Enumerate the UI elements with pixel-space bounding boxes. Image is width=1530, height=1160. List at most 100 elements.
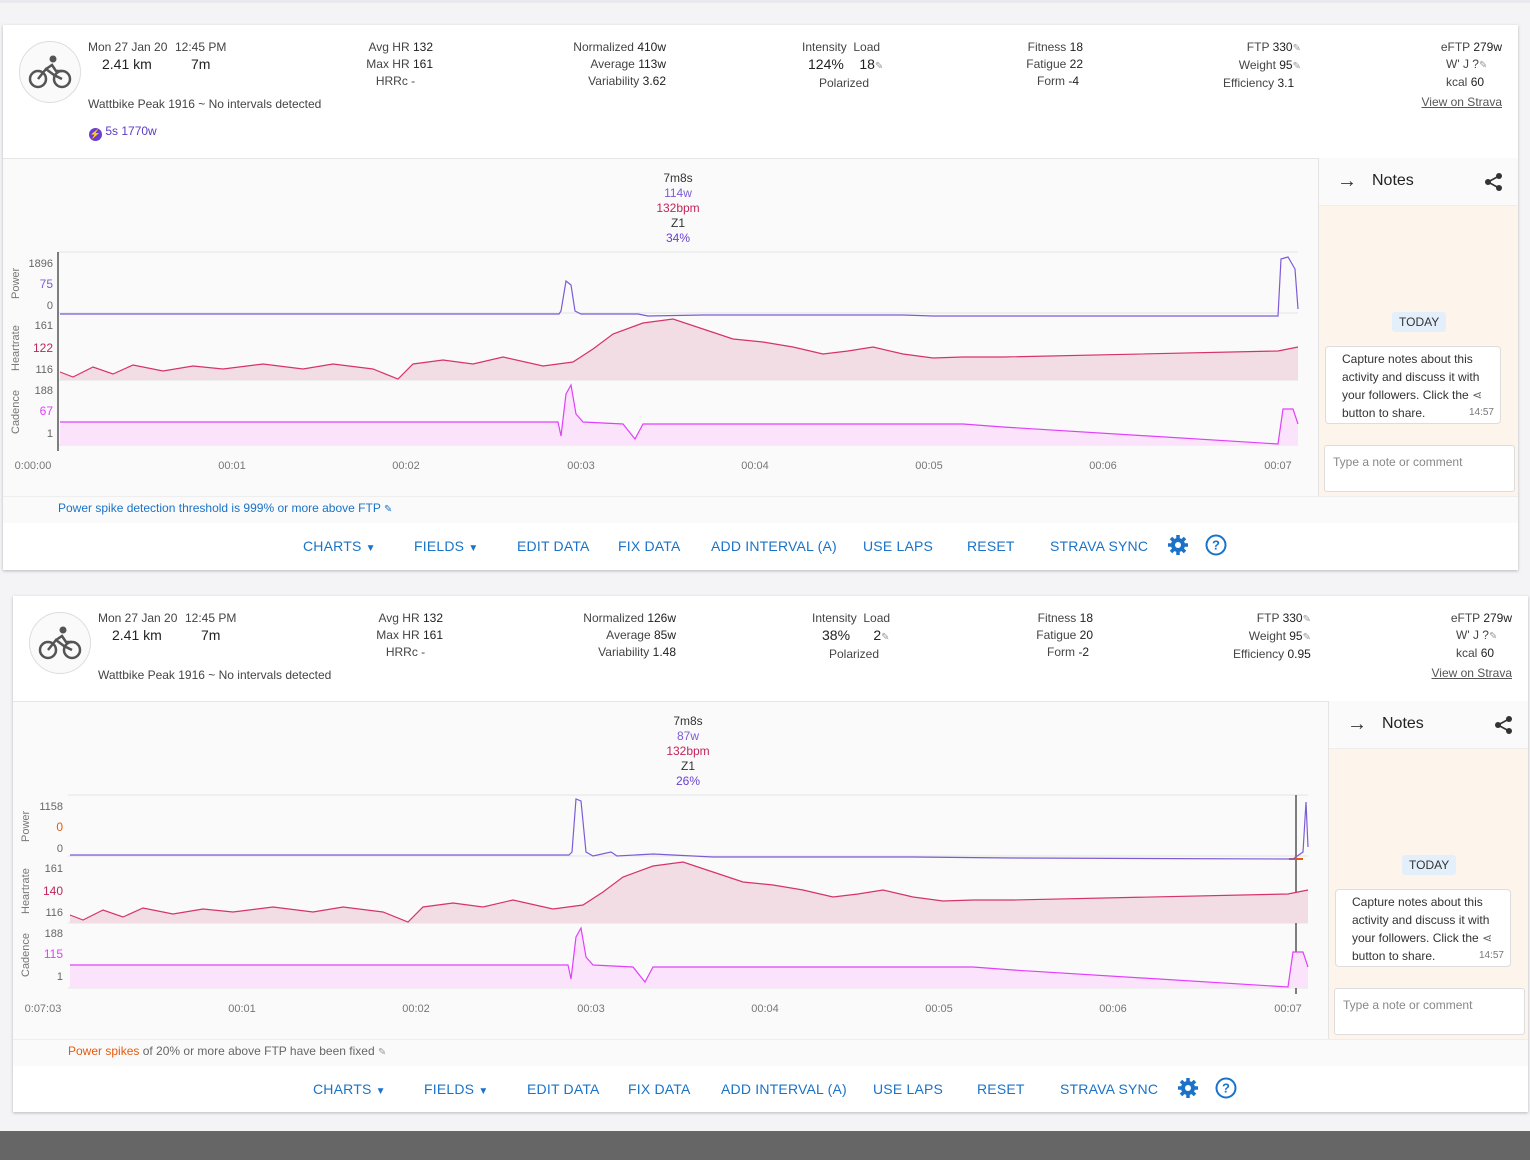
spike-note-rest: of 20% or more above FTP have been fixed bbox=[139, 1044, 375, 1058]
hr-axis-label: Heartrate bbox=[10, 325, 22, 371]
strava-sync-button[interactable]: STRAVA SYNC bbox=[1050, 538, 1149, 554]
peak-badge[interactable]: ⚡ 5s 1770w bbox=[89, 124, 157, 141]
add-interval-button[interactable]: ADD INTERVAL (A) bbox=[711, 538, 837, 554]
use-laps-button[interactable]: USE LAPS bbox=[863, 538, 934, 554]
help-icon[interactable]: ? bbox=[1205, 534, 1227, 556]
notes-bubble-text: Capture notes about this activity and di… bbox=[1342, 352, 1480, 402]
hr-tick-current: 122 bbox=[33, 341, 53, 355]
avg-hr-label: Avg HR bbox=[368, 40, 410, 54]
intensity-label: Intensity bbox=[802, 40, 847, 54]
wprime-value: W' J ? bbox=[1456, 628, 1489, 642]
share-small-icon: ⋖ bbox=[1482, 931, 1493, 945]
view-on-strava-link[interactable]: View on Strava bbox=[1431, 666, 1513, 680]
peak-badge-label: 5s 1770w bbox=[105, 124, 157, 138]
use-laps-button[interactable]: USE LAPS bbox=[873, 1081, 944, 1097]
spike-note[interactable]: Power spike detection threshold is 999% … bbox=[58, 501, 392, 515]
efficiency-label: Efficiency bbox=[1233, 647, 1285, 661]
bottom-bar bbox=[0, 1131, 1530, 1160]
tooltip-pct: 34% bbox=[665, 231, 691, 245]
hr-tick-min: 116 bbox=[45, 907, 63, 919]
np-value: 126w bbox=[647, 611, 676, 625]
fields-button[interactable]: FIELDS ▼ bbox=[414, 538, 478, 554]
x-tick: 00:02 bbox=[402, 1003, 430, 1015]
kcal-label: kcal bbox=[1446, 75, 1468, 89]
comment-input[interactable]: Type a note or comment bbox=[1324, 445, 1515, 492]
activity-distance: 2.41 km bbox=[102, 56, 152, 72]
x-tick: 00:04 bbox=[751, 1003, 779, 1015]
ftp-stats: FTP 330✎ Weight 95✎ Efficiency 0.95 bbox=[1213, 610, 1311, 663]
cad-tick-max: 188 bbox=[45, 928, 63, 940]
comment-input[interactable]: Type a note or comment bbox=[1334, 988, 1525, 1035]
stream-chart-svg: Power Heartrate Cadence 1896 75 0 161 12… bbox=[10, 251, 1299, 472]
gear-icon[interactable] bbox=[1167, 534, 1189, 556]
activity-date: Mon 27 Jan 20 bbox=[88, 40, 168, 54]
share-icon[interactable] bbox=[1484, 172, 1504, 192]
help-icon[interactable]: ? bbox=[1215, 1077, 1237, 1099]
reset-button[interactable]: RESET bbox=[977, 1081, 1025, 1097]
view-on-strava-link[interactable]: View on Strava bbox=[1421, 95, 1503, 109]
svg-text:Heartrate: Heartrate bbox=[20, 868, 32, 914]
fix-data-button[interactable]: FIX DATA bbox=[628, 1081, 691, 1097]
notes-bubble: Capture notes about this activity and di… bbox=[1335, 889, 1511, 967]
edit-weight-icon[interactable]: ✎ bbox=[1292, 61, 1301, 72]
np-value: 410w bbox=[637, 40, 666, 54]
tooltip-power: 114w bbox=[664, 186, 692, 200]
edit-data-button[interactable]: EDIT DATA bbox=[527, 1081, 600, 1097]
max-hr-value: 161 bbox=[422, 628, 443, 642]
charts-button[interactable]: CHARTS ▼ bbox=[303, 538, 376, 554]
x-tick: 00:02 bbox=[392, 460, 420, 472]
cadence-area bbox=[70, 928, 1308, 988]
edit-wprime-icon[interactable]: ✎ bbox=[1488, 631, 1498, 642]
gear-icon[interactable] bbox=[1177, 1077, 1199, 1099]
power-stats: Normalized 126w Average 85w Variability … bbox=[558, 610, 676, 661]
activity-chart[interactable]: 7m8s 87w 132bpm Z1 26% Power Heartrate C… bbox=[13, 701, 1328, 1039]
power-axis-label: Power bbox=[20, 810, 32, 842]
arrow-right-icon[interactable]: → bbox=[1347, 713, 1367, 735]
fitness-stats: Fitness 18 Fatigue 20 Form -2 bbox=[1023, 610, 1093, 661]
hrrc-value: HRRc - bbox=[375, 74, 416, 88]
add-interval-button[interactable]: ADD INTERVAL (A) bbox=[721, 1081, 847, 1097]
svg-text:?: ? bbox=[1222, 1081, 1230, 1096]
edit-pencil-icon[interactable]: ✎ bbox=[874, 61, 884, 72]
cad-tick-current: 115 bbox=[44, 947, 63, 961]
reset-button[interactable]: RESET bbox=[967, 538, 1015, 554]
edit-pencil-icon[interactable]: ✎ bbox=[881, 632, 890, 643]
edit-weight-icon[interactable]: ✎ bbox=[1302, 632, 1311, 643]
hr-line bbox=[69, 861, 1309, 923]
fix-data-button[interactable]: FIX DATA bbox=[618, 538, 681, 554]
edit-data-button[interactable]: EDIT DATA bbox=[517, 538, 590, 554]
fatigue-label: Fatigue bbox=[1036, 628, 1077, 642]
arrow-right-icon[interactable]: → bbox=[1337, 170, 1357, 192]
power-tick-min: 0 bbox=[57, 843, 63, 855]
kcal-value: 60 bbox=[1480, 646, 1495, 660]
charts-button[interactable]: CHARTS ▼ bbox=[313, 1081, 386, 1097]
polarized-label: Polarized bbox=[829, 647, 880, 661]
activity-avatar[interactable] bbox=[29, 612, 91, 674]
notes-header: → Notes bbox=[1329, 701, 1528, 749]
notes-panel: → Notes TODAY Capture notes about this a… bbox=[1328, 701, 1528, 1039]
avg-power-value: 113w bbox=[638, 57, 666, 71]
activity-avatar[interactable] bbox=[19, 41, 81, 103]
avg-power-value: 85w bbox=[653, 628, 676, 642]
x-tick: 00:01 bbox=[228, 1003, 256, 1015]
edit-threshold-icon[interactable]: ✎ bbox=[377, 1047, 387, 1058]
edit-wprime-icon[interactable]: ✎ bbox=[1478, 60, 1488, 71]
spike-note-bar: Power spikes of 20% or more above FTP ha… bbox=[13, 1039, 1528, 1066]
chart-tooltip: 7m8s 114w 132bpm Z1 34% bbox=[628, 171, 728, 246]
strava-sync-button[interactable]: STRAVA SYNC bbox=[1060, 1081, 1159, 1097]
fields-label: FIELDS bbox=[424, 1081, 475, 1097]
power-tick-min: 0 bbox=[47, 300, 53, 312]
power-tick-current: 0 bbox=[56, 820, 63, 834]
spike-note[interactable]: Power spikes of 20% or more above FTP ha… bbox=[68, 1044, 386, 1058]
svg-text:Power: Power bbox=[20, 810, 32, 842]
activity-chart[interactable]: 7m8s 114w 132bpm Z1 34% Power Heartrate … bbox=[3, 158, 1318, 496]
edit-threshold-icon[interactable]: ✎ bbox=[383, 504, 393, 515]
fields-button[interactable]: FIELDS ▼ bbox=[424, 1081, 488, 1097]
share-icon[interactable] bbox=[1494, 715, 1514, 735]
wprime-value: W' J ? bbox=[1446, 57, 1479, 71]
edit-ftp-icon[interactable]: ✎ bbox=[1292, 43, 1301, 54]
ftp-label: FTP bbox=[1256, 611, 1280, 625]
fitness-stats: Fitness 18 Fatigue 22 Form -4 bbox=[1013, 39, 1083, 90]
edit-ftp-icon[interactable]: ✎ bbox=[1302, 614, 1311, 625]
tooltip-time: 7m8s bbox=[673, 714, 703, 728]
